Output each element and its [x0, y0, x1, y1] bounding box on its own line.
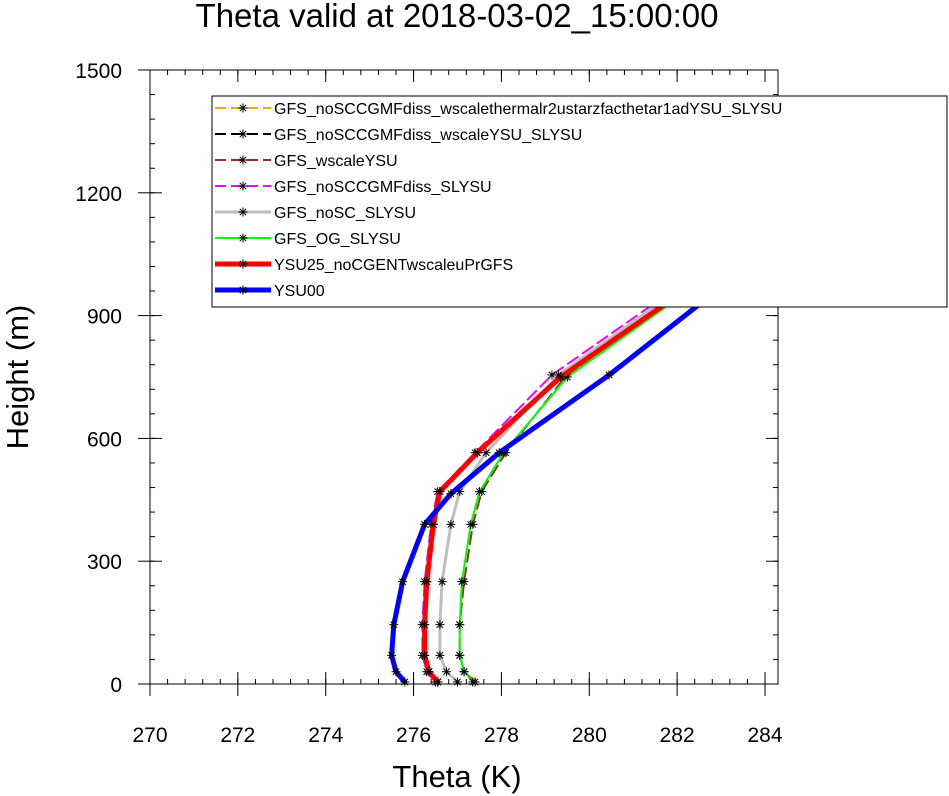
x-tick-label: 272	[220, 724, 255, 747]
series-point	[468, 677, 478, 687]
series-point	[435, 650, 445, 660]
legend-marker	[238, 285, 248, 295]
legend-label: GFS_noSCCGMFdiss_SLYSU	[274, 179, 492, 196]
series-point	[556, 372, 566, 382]
series-point	[472, 448, 482, 458]
legend-item: YSU25_noCGENTwscaleuPrGFS	[215, 257, 513, 274]
legend-item: GFS_OG_SLYSU	[215, 231, 401, 248]
series-point	[457, 577, 467, 587]
legend-marker	[238, 155, 248, 165]
series-point	[428, 519, 438, 529]
series-point	[420, 650, 430, 660]
y-axis-label: Height (m)	[0, 305, 35, 450]
legend-label: GFS_noSCCGMFdiss_wscaleYSU_SLYSU	[274, 127, 582, 144]
x-tick-labels: 270 272 274 276 278 280 282 284	[132, 724, 782, 747]
series-point	[435, 487, 445, 497]
legend-item: GFS_wscaleYSU	[215, 153, 398, 170]
series-point	[398, 577, 408, 587]
series-point	[474, 487, 484, 497]
x-tick-label: 280	[572, 724, 607, 747]
legend-item: YSU00	[215, 283, 325, 300]
y-tick-label: 600	[87, 428, 122, 451]
legend-box	[211, 95, 948, 308]
series-point	[420, 519, 430, 529]
legend-label: YSU25_noCGENTwscaleuPrGFS	[274, 257, 513, 274]
series-point	[442, 667, 452, 677]
series-point	[387, 650, 397, 660]
series-point	[433, 677, 443, 687]
series-point	[422, 577, 432, 587]
series-point	[391, 667, 401, 677]
legend-marker	[238, 233, 248, 243]
x-axis-label: Theta (K)	[392, 759, 521, 794]
series-point	[424, 667, 434, 677]
legend-item: GFS_noSCCGMFdiss_wscaleYSU_SLYSU	[215, 127, 582, 144]
x-tick-label: 284	[747, 724, 782, 747]
series-point	[389, 620, 399, 630]
x-tick-label: 274	[308, 724, 343, 747]
y-tick-label: 300	[87, 551, 122, 574]
y-tick-labels: 0 300 600 900 1200 1500	[75, 60, 122, 697]
series-point	[400, 677, 410, 687]
x-tick-label: 270	[132, 724, 167, 747]
y-tick-label: 900	[87, 306, 122, 329]
legend-marker	[238, 207, 248, 217]
series-point	[420, 620, 430, 630]
y-tick-label: 0	[110, 674, 122, 697]
x-tick-label: 282	[660, 724, 695, 747]
legend-label: GFS_noSCCGMFdiss_wscalethermalr2ustarzfa…	[274, 101, 782, 118]
legend-marker	[238, 259, 248, 269]
series-point	[437, 577, 447, 587]
y-tick-label: 1200	[75, 183, 122, 206]
series-point	[481, 448, 491, 458]
series-point	[459, 667, 469, 677]
legend: GFS_noSCCGMFdiss_wscalethermalr2ustarzfa…	[211, 95, 948, 308]
legend-label: GFS_OG_SLYSU	[274, 231, 401, 248]
series-point	[494, 448, 504, 458]
series-point	[604, 370, 614, 380]
legend-label: GFS_noSC_SLYSU	[274, 205, 416, 222]
legend-label: GFS_wscaleYSU	[274, 153, 398, 170]
legend-item: GFS_noSCCGMFdiss_SLYSU	[215, 179, 492, 196]
legend-item: GFS_noSC_SLYSU	[215, 205, 416, 222]
x-tick-label: 276	[396, 724, 431, 747]
legend-item: GFS_noSCCGMFdiss_wscalethermalr2ustarzfa…	[215, 101, 782, 118]
legend-marker	[238, 129, 248, 139]
series-point	[435, 620, 445, 630]
series-point	[455, 620, 465, 630]
x-tick-label: 278	[484, 724, 519, 747]
legend-marker	[238, 181, 248, 191]
plot-frame	[149, 69, 779, 685]
series-point	[466, 519, 476, 529]
series-point	[446, 519, 456, 529]
y-tick-label: 1500	[75, 60, 122, 83]
legend-marker	[238, 103, 248, 113]
series-point	[453, 677, 462, 687]
series-point	[455, 650, 465, 660]
series-point	[446, 489, 456, 499]
legend-label: YSU00	[274, 283, 325, 300]
chart-title: Theta valid at 2018-03-02_15:00:00	[196, 0, 719, 34]
